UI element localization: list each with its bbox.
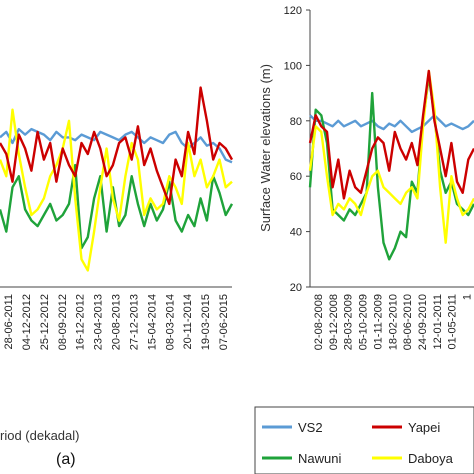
panel-b-x-tick-label: 28-03-2009 — [343, 294, 355, 350]
panel-a-x-tick-label: 19-03-2015 — [200, 294, 212, 350]
panel-b-x-tick-label: 08-06-2010 — [402, 294, 414, 350]
panel-a-x-tick-label: 20-11-2014 — [182, 294, 194, 349]
panel-b-x-tick-label: 18-02-2010 — [387, 294, 399, 350]
panel-b-x-tick-label: 01-05-2011 — [447, 294, 459, 349]
panel-a-x-tick-label: 27-12-2013 — [128, 294, 140, 350]
panel-b-y-tick-label: 20 — [290, 282, 302, 294]
panel-b-x-tick-label: 12-01-2011 — [432, 294, 444, 349]
panel-b: 20 40 60 80 100 120 02-08-2008 09-12-2008 28-03… — [258, 5, 474, 350]
panel-b-x-tick-label: 09-12-2008 — [328, 294, 340, 350]
panel-a-x-axis-title: riod (dekadal) — [0, 428, 80, 443]
panel-a: 28-06-2011 04-12-2012 25-12-2012 08-09-2012… — [0, 86, 234, 468]
panel-a-series-daboya — [0, 108, 233, 272]
panel-b-y-tick-label: 120 — [284, 5, 302, 17]
panel-b-series — [308, 69, 474, 261]
legend-label-yapei: Yapei — [408, 420, 440, 435]
panel-b-series-vs2 — [309, 114, 474, 134]
panel-b-series-yapei — [308, 69, 474, 200]
panel-b-y-tick-label: 40 — [290, 227, 302, 239]
panel-a-series-yapei — [0, 86, 234, 206]
panel-a-label: (a) — [56, 451, 76, 468]
legend-label-vs2: VS2 — [298, 420, 323, 435]
panel-a-x-tick-label: 16-12-2012 — [75, 294, 87, 350]
legend-box — [254, 406, 474, 474]
panel-a-x-tick-label: 20-08-2013 — [111, 294, 123, 350]
panel-b-y-tick-label: 60 — [290, 171, 302, 183]
panel-a-x-tick-label: 23-04-2013 — [93, 294, 105, 350]
legend: VS2 Yapei Nawuni Daboya — [254, 406, 474, 474]
panel-b-y-tick-label: 100 — [284, 60, 302, 72]
panel-a-x-tick-label: 15-04-2014 — [146, 294, 158, 350]
legend-label-daboya: Daboya — [408, 451, 454, 466]
legend-label-nawuni: Nawuni — [298, 451, 341, 466]
panel-b-x-tick-label: 05-10-2009 — [358, 294, 370, 350]
panel-b-x-ticks: 02-08-2008 09-12-2008 28-03-2009 05-10-2009… — [313, 294, 474, 350]
panel-b-series-daboya — [308, 69, 474, 244]
panel-a-x-tick-label: 28-06-2011 — [3, 294, 15, 349]
panel-b-y-tick-label: 80 — [290, 116, 302, 128]
panel-a-x-tick-label: 04-12-2012 — [21, 294, 33, 350]
panel-a-x-ticks: 28-06-2011 04-12-2012 25-12-2012 08-09-2012… — [3, 294, 230, 350]
panel-b-x-tick-label: 01-11-2009 — [372, 294, 384, 349]
panel-b-x-tick-label: 24-09-2010 — [417, 294, 429, 350]
panel-b-y-axis-title: Surface Water elevations (m) — [258, 64, 273, 232]
panel-a-x-tick-label: 08-09-2012 — [57, 294, 69, 350]
panel-a-x-tick-label: 08-03-2014 — [164, 294, 176, 350]
panel-b-series-nawuni — [308, 75, 474, 261]
panel-b-x-tick-label: 1 — [462, 294, 474, 300]
panel-b-x-tick-label: 02-08-2008 — [313, 294, 325, 350]
panel-a-x-tick-label: 25-12-2012 — [39, 294, 51, 350]
panel-b-y-ticks: 20 40 60 80 100 120 — [284, 5, 310, 294]
panel-a-x-tick-label: 07-06-2015 — [218, 294, 230, 350]
panel-a-series — [0, 86, 234, 272]
